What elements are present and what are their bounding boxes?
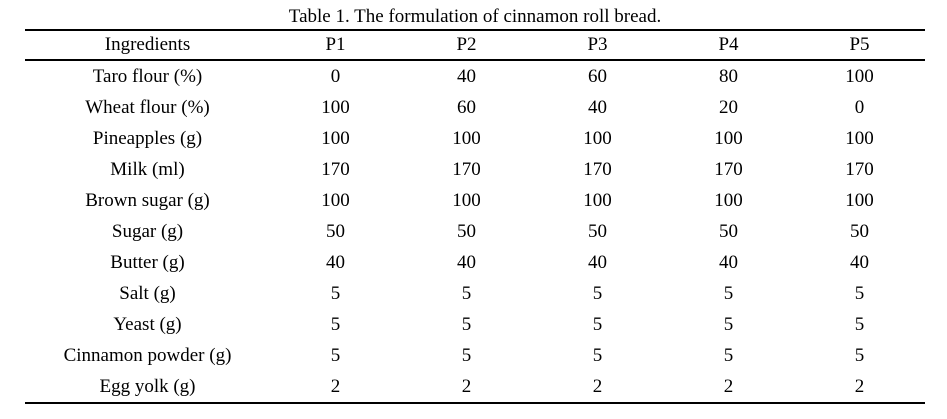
value-cell: 5: [723, 313, 734, 335]
ingredient-cell: Brown sugar (g): [85, 189, 210, 211]
value-cell: 40: [326, 251, 345, 273]
column-header-p4: P4: [663, 30, 794, 61]
table-row: Cinnamon powder (g) 5 5 5 5 5: [25, 340, 925, 371]
column-header-p5: P5: [794, 30, 925, 61]
ingredient-cell: Yeast (g): [113, 313, 182, 335]
value-cell: 170: [452, 158, 481, 180]
value-cell: 40: [850, 251, 869, 273]
ingredient-cell: Pineapples (g): [92, 127, 203, 149]
ingredient-cell: Sugar (g): [111, 220, 184, 242]
ingredient-cell: Egg yolk (g): [99, 375, 196, 397]
value-cell: 5: [592, 344, 603, 366]
value-cell: 50: [719, 220, 738, 242]
value-cell: 5: [461, 313, 472, 335]
column-header-p2: P2: [401, 30, 532, 61]
table-body: Taro flour (%) 0 40 60 80 100 Wheat flour (%) 1…: [25, 60, 925, 403]
value-cell: 100: [714, 127, 743, 149]
table-row: Taro flour (%) 0 40 60 80 100: [25, 60, 925, 92]
value-cell: 100: [321, 96, 350, 118]
value-cell: 2: [854, 375, 865, 397]
value-cell: 100: [845, 189, 874, 211]
table-row: Milk (ml) 170 170 170 170 170: [25, 154, 925, 185]
value-cell: 100: [845, 65, 874, 87]
ingredient-cell: Milk (ml): [110, 158, 185, 180]
value-cell: 40: [588, 251, 607, 273]
value-cell: 170: [714, 158, 743, 180]
value-cell: 60: [588, 65, 607, 87]
value-cell: 5: [592, 282, 603, 304]
value-cell: 170: [845, 158, 874, 180]
table-row: Brown sugar (g) 100 100 100 100 100: [25, 185, 925, 216]
value-cell: 100: [583, 189, 612, 211]
column-header-p1: P1: [270, 30, 401, 61]
column-header-ingredients: Ingredients: [25, 30, 270, 61]
value-cell: 0: [854, 96, 865, 118]
value-cell: 5: [723, 282, 734, 304]
ingredient-cell: Butter (g): [110, 251, 185, 273]
value-cell: 5: [330, 344, 341, 366]
value-cell: 50: [326, 220, 345, 242]
value-cell: 60: [457, 96, 476, 118]
value-cell: 5: [330, 282, 341, 304]
value-cell: 100: [321, 127, 350, 149]
value-cell: 100: [321, 189, 350, 211]
value-cell: 100: [452, 127, 481, 149]
ingredient-cell: Taro flour (%): [92, 65, 203, 87]
value-cell: 40: [457, 65, 476, 87]
value-cell: 5: [461, 344, 472, 366]
value-cell: 100: [845, 127, 874, 149]
value-cell: 0: [330, 65, 341, 87]
value-cell: 5: [592, 313, 603, 335]
value-cell: 40: [719, 251, 738, 273]
value-cell: 50: [850, 220, 869, 242]
table-row: Wheat flour (%) 100 60 40 20 0: [25, 92, 925, 123]
value-cell: 20: [719, 96, 738, 118]
table-row: Yeast (g) 5 5 5 5 5: [25, 309, 925, 340]
column-header-p3: P3: [532, 30, 663, 61]
table-row: Sugar (g) 50 50 50 50 50: [25, 216, 925, 247]
ingredient-cell: Cinnamon powder (g): [63, 344, 232, 366]
table-row: Egg yolk (g) 2 2 2 2 2: [25, 371, 925, 403]
value-cell: 5: [854, 282, 865, 304]
ingredient-cell: Salt (g): [119, 282, 176, 304]
value-cell: 50: [457, 220, 476, 242]
header-row: Ingredients P1 P2 P3 P4 P5: [25, 30, 925, 61]
value-cell: 5: [854, 313, 865, 335]
value-cell: 5: [461, 282, 472, 304]
table-caption: Table 1. The formulation of cinnamon rol…: [288, 6, 662, 27]
value-cell: 5: [854, 344, 865, 366]
table-header: Ingredients P1 P2 P3 P4 P5: [25, 30, 925, 61]
value-cell: 100: [583, 127, 612, 149]
formulation-table: Ingredients P1 P2 P3 P4 P5 Taro flour (%…: [25, 29, 925, 404]
value-cell: 2: [330, 375, 341, 397]
value-cell: 2: [592, 375, 603, 397]
value-cell: 50: [588, 220, 607, 242]
table-row: Butter (g) 40 40 40 40 40: [25, 247, 925, 278]
value-cell: 100: [714, 189, 743, 211]
table-row: Salt (g) 5 5 5 5 5: [25, 278, 925, 309]
value-cell: 80: [719, 65, 738, 87]
value-cell: 2: [723, 375, 734, 397]
value-cell: 170: [583, 158, 612, 180]
value-cell: 40: [588, 96, 607, 118]
value-cell: 100: [452, 189, 481, 211]
value-cell: 2: [461, 375, 472, 397]
value-cell: 5: [723, 344, 734, 366]
value-cell: 40: [457, 251, 476, 273]
table-row: Pineapples (g) 100 100 100 100 100: [25, 123, 925, 154]
ingredient-cell: Wheat flour (%): [85, 96, 210, 118]
value-cell: 170: [321, 158, 350, 180]
value-cell: 5: [330, 313, 341, 335]
